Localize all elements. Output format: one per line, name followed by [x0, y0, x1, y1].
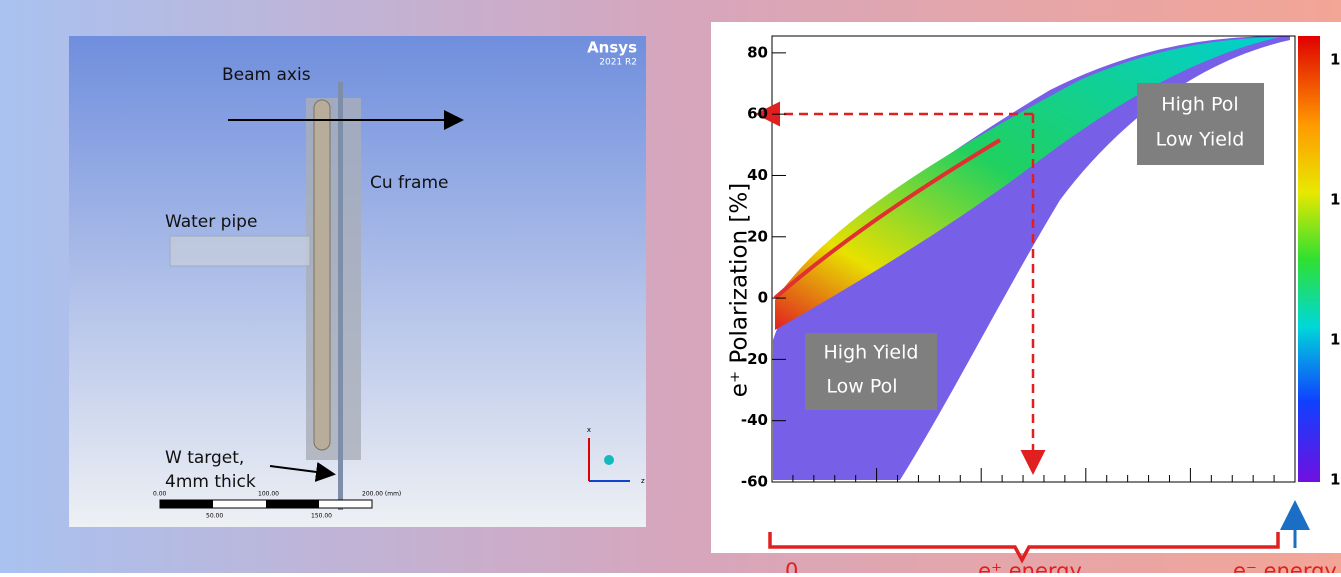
w-target-label: 4mm thick	[165, 472, 256, 492]
annotation: Low Yield	[1156, 129, 1245, 151]
y-tick-label: 20	[747, 227, 768, 245]
annotation: High Pol	[1161, 94, 1238, 116]
scale-label: 0.00	[153, 491, 167, 498]
y-tick-label: -40	[741, 411, 768, 429]
colorbar-label: 1	[1330, 331, 1340, 349]
y-tick-label: 0	[758, 289, 768, 307]
below-axis-label: e⁺ energy	[978, 559, 1082, 573]
scale-label: 50.00	[206, 513, 223, 520]
annotation: Low Pol	[826, 376, 897, 398]
scale-label: 200.00 (mm)	[362, 491, 401, 498]
triad-label: x	[587, 426, 591, 434]
cad-figure: Ansys 2021 R2 Beam axis Cu frame Water p…	[69, 36, 646, 527]
slide: Ansys 2021 R2 Beam axis Cu frame Water p…	[0, 0, 1341, 573]
y-tick-label: 60	[747, 105, 768, 123]
w-target-label: W target,	[165, 448, 244, 468]
y-tick-label: 80	[747, 43, 768, 61]
colorbar-label: 1	[1330, 191, 1340, 209]
pipe	[314, 100, 330, 450]
colorbar-label: 1	[1330, 471, 1340, 489]
colorbar	[1298, 36, 1320, 482]
below-axis-label: e⁻ energy	[1233, 559, 1337, 573]
water-pipe-label: Water pipe	[165, 212, 257, 232]
water-pipe	[170, 236, 310, 266]
beam-axis-label: Beam axis	[222, 65, 311, 85]
y-tick-label: -60	[741, 473, 768, 491]
y-tick-label: 40	[747, 166, 768, 184]
y-tick-label: -20	[741, 350, 768, 368]
scale-label: 100.00	[258, 491, 279, 498]
cu-frame-label: Cu frame	[370, 173, 448, 193]
version: 2021 R2	[599, 58, 637, 68]
colorbar-label: 1	[1330, 51, 1340, 69]
below-axis-label: 0	[785, 559, 798, 573]
annotation: High Yield	[824, 342, 919, 364]
brand: Ansys	[587, 39, 637, 57]
triad-label: z	[641, 477, 645, 485]
scale-label: 150.00	[311, 513, 332, 520]
w-target	[338, 82, 343, 510]
